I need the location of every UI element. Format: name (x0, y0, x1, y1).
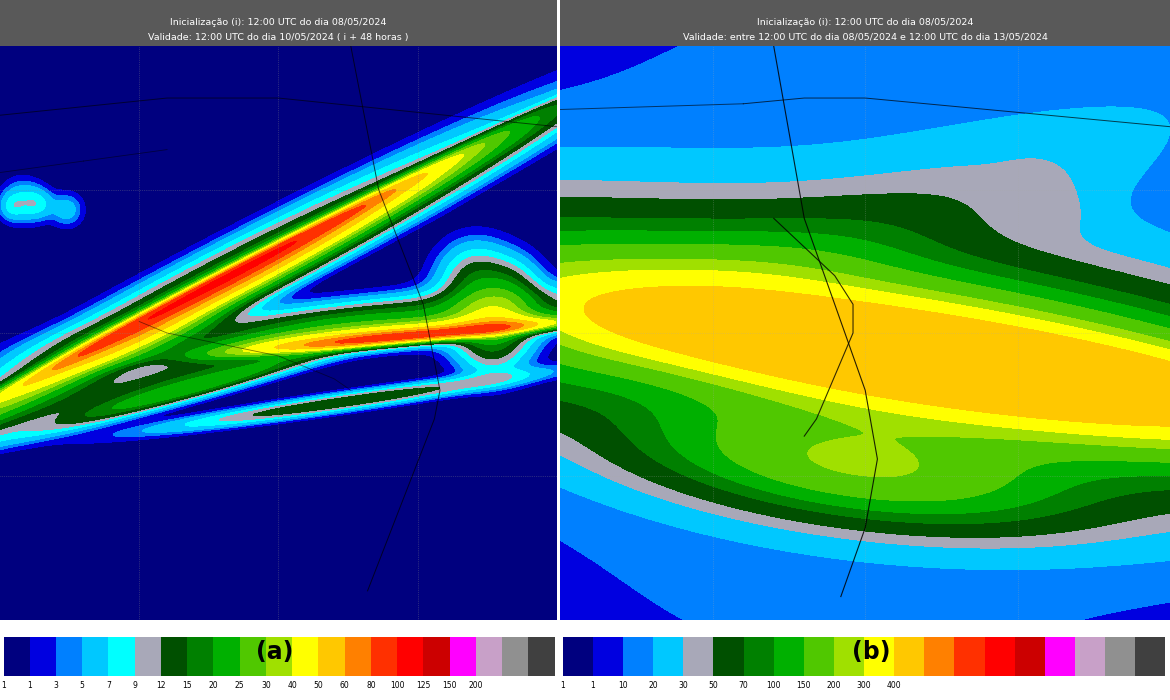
Bar (371, 637, 397, 676)
Bar (744, 637, 773, 676)
Bar (563, 637, 593, 676)
Bar (187, 637, 213, 676)
Text: Validade: 12:00 UTC do dia 10/05/2024 ( i + 48 horas ): Validade: 12:00 UTC do dia 10/05/2024 ( … (149, 33, 408, 42)
Bar (1135, 637, 1165, 676)
Bar (984, 637, 1014, 676)
Text: (a): (a) (256, 640, 294, 664)
Bar (955, 637, 985, 676)
Bar (4, 637, 29, 676)
Bar (529, 637, 555, 676)
Bar (29, 637, 56, 676)
Bar (82, 637, 109, 676)
Bar (560, 0, 1170, 46)
Bar (476, 637, 502, 676)
Text: Validade: entre 12:00 UTC do dia 08/05/2024 e 12:00 UTC do dia 13/05/2024: Validade: entre 12:00 UTC do dia 08/05/2… (683, 33, 1047, 42)
Bar (1075, 637, 1104, 676)
Bar (622, 637, 653, 676)
Bar (804, 637, 834, 676)
Bar (834, 637, 863, 676)
Bar (653, 637, 683, 676)
Bar (345, 637, 371, 676)
Bar (161, 637, 187, 676)
Bar (863, 637, 894, 676)
Bar (0, 0, 557, 46)
Bar (135, 637, 161, 676)
Bar (109, 637, 135, 676)
Bar (1045, 637, 1075, 676)
Bar (924, 637, 955, 676)
Bar (240, 637, 266, 676)
Text: Inicialização (i): 12:00 UTC do dia 08/05/2024: Inicialização (i): 12:00 UTC do dia 08/0… (171, 18, 386, 27)
Bar (56, 637, 82, 676)
Bar (213, 637, 240, 676)
Bar (714, 637, 744, 676)
Bar (1104, 637, 1135, 676)
Bar (449, 637, 476, 676)
Bar (292, 637, 318, 676)
Bar (397, 637, 424, 676)
Bar (894, 637, 924, 676)
Bar (266, 637, 292, 676)
Bar (1014, 637, 1045, 676)
Bar (683, 637, 714, 676)
Bar (773, 637, 804, 676)
Text: (b): (b) (853, 640, 890, 664)
Bar (318, 637, 345, 676)
Bar (502, 637, 529, 676)
Bar (424, 637, 449, 676)
Bar (593, 637, 624, 676)
Text: Inicialização (i): 12:00 UTC do dia 08/05/2024: Inicialização (i): 12:00 UTC do dia 08/0… (757, 18, 973, 27)
